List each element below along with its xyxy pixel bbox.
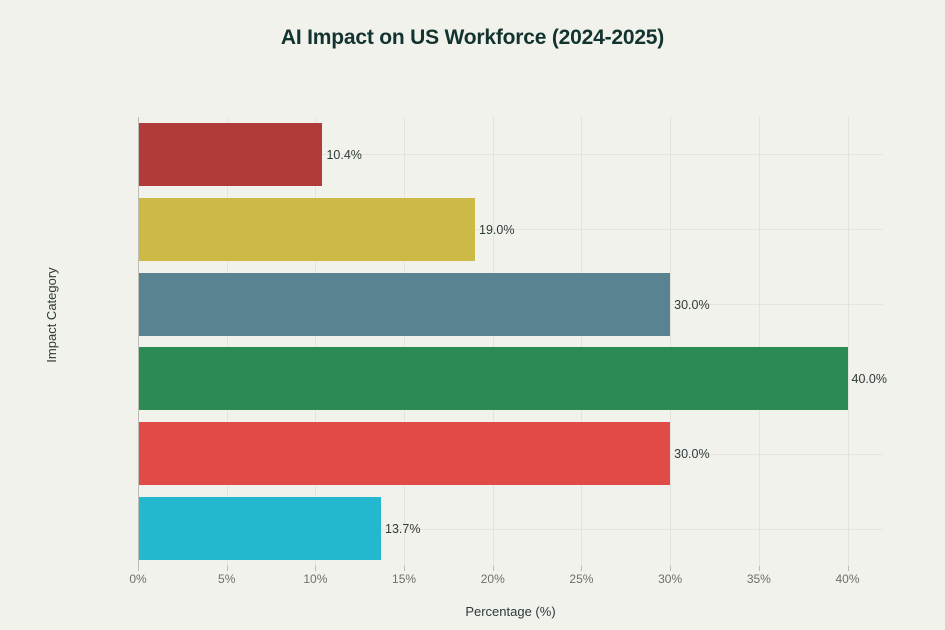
x-axis-tick-label: 40% xyxy=(835,572,860,586)
y-axis-spine xyxy=(138,117,139,566)
x-axis-tick-label: 5% xyxy=(218,572,236,586)
chart-title: AI Impact on US Workforce (2024-2025) xyxy=(280,26,665,49)
y-axis-title: Impact Category xyxy=(44,267,60,363)
bar-value-label: 19.0% xyxy=(479,222,515,237)
x-axis-tick-label: 0% xyxy=(129,572,147,586)
x-axis-title: Percentage (%) xyxy=(465,604,556,619)
bar[interactable] xyxy=(138,123,323,186)
x-axis-tick-mark xyxy=(315,566,317,571)
bar-row: 10.4% xyxy=(138,123,883,186)
x-axis-tick-mark xyxy=(758,566,760,571)
bar-row: 30.0% xyxy=(138,422,883,485)
bar[interactable] xyxy=(138,347,848,410)
x-axis-tick-mark xyxy=(138,566,139,571)
x-axis-tick-label: 25% xyxy=(569,572,594,586)
bar[interactable] xyxy=(138,198,476,261)
x-axis-tick-label: 35% xyxy=(746,572,771,586)
bar-value-label: 10.4% xyxy=(326,147,362,162)
gridline-vertical xyxy=(226,117,228,566)
bar[interactable] xyxy=(138,273,671,336)
gridline-vertical xyxy=(404,117,406,566)
bar-value-label: 40.0% xyxy=(851,371,887,386)
gridline-vertical xyxy=(492,117,494,566)
gridline-vertical xyxy=(315,117,317,566)
gridline-horizontal xyxy=(138,529,883,530)
bar-row: 19.0% xyxy=(138,198,883,261)
plot-area: 10.4% 19.0% 30.0% 40.0% 30.0% 13.7% xyxy=(138,117,887,566)
gridline-vertical xyxy=(581,117,583,566)
bar-row: 40.0% xyxy=(138,347,887,410)
bar[interactable] xyxy=(138,422,671,485)
bar-row: 30.0% xyxy=(138,273,883,336)
bar-row: 13.7% xyxy=(138,497,883,560)
x-axis-tick-mark xyxy=(404,566,406,571)
bar-value-label: 13.7% xyxy=(385,521,421,536)
x-axis-tick-mark xyxy=(492,566,494,571)
gridline-horizontal xyxy=(138,154,883,155)
x-axis-tick-label: 15% xyxy=(392,572,417,586)
bar-value-label: 30.0% xyxy=(674,446,710,461)
x-axis-tick-mark xyxy=(847,566,849,571)
x-axis-tick-mark xyxy=(581,566,583,571)
x-axis-tick-label: 20% xyxy=(480,572,505,586)
x-axis-tick-mark xyxy=(226,566,228,571)
gridline-vertical xyxy=(670,117,672,566)
gridline-vertical xyxy=(847,117,849,566)
bar[interactable] xyxy=(138,497,381,560)
x-axis-tick-mark xyxy=(670,566,672,571)
x-axis-tick-label: 10% xyxy=(303,572,328,586)
gridline-horizontal xyxy=(138,229,883,230)
bar-value-label: 30.0% xyxy=(674,297,710,312)
x-axis-tick-label: 30% xyxy=(658,572,683,586)
gridline-vertical xyxy=(758,117,760,566)
